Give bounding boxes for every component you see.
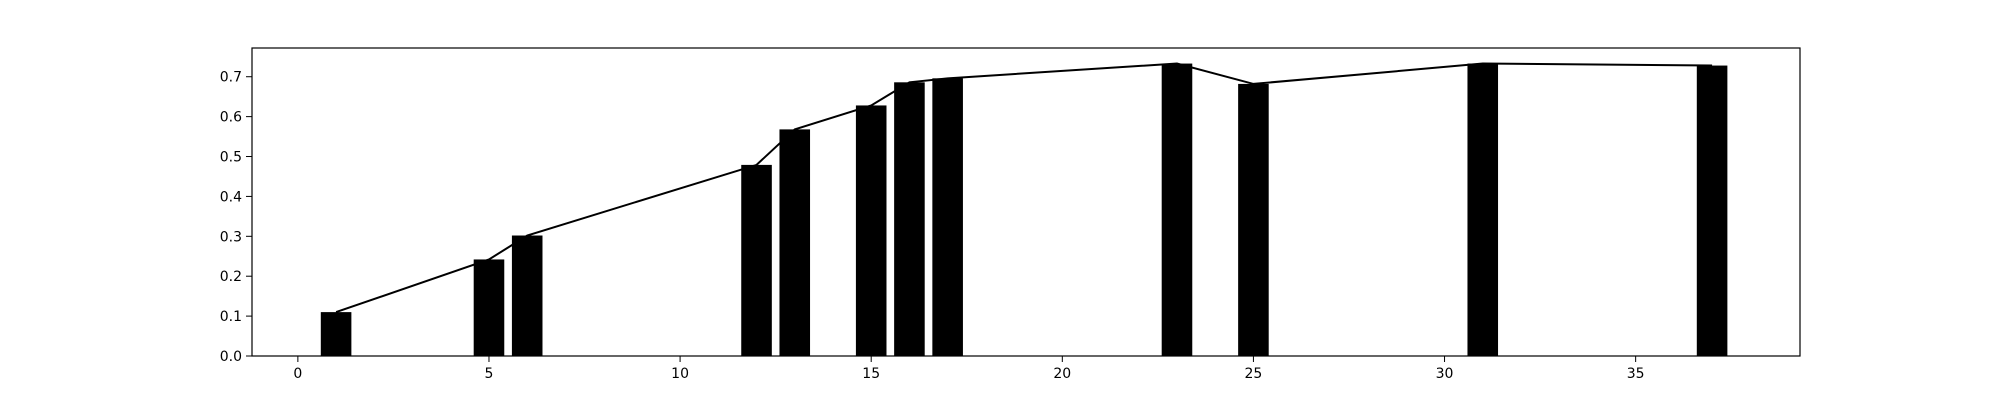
bar-0 xyxy=(320,312,352,356)
y-tick-label-3: 0.3 xyxy=(220,229,242,245)
x-tick-label-1: 5 xyxy=(485,366,494,382)
line-layer xyxy=(335,62,1713,314)
y-tick-label-2: 0.2 xyxy=(220,269,242,285)
bar-6 xyxy=(894,82,925,356)
bar-5 xyxy=(855,105,887,356)
y-tick-label-4: 0.4 xyxy=(220,189,242,205)
x-tick-label-0: 0 xyxy=(293,366,302,382)
bars-layer xyxy=(320,63,1728,357)
series-line xyxy=(335,62,1713,314)
bar-1 xyxy=(473,259,505,356)
x-tick-label-3: 15 xyxy=(862,366,880,382)
bar-9 xyxy=(1238,83,1269,356)
x-tick-label-4: 20 xyxy=(1053,366,1071,382)
bar-3 xyxy=(741,164,772,356)
axes-layer xyxy=(246,47,1801,362)
y-tick-label-5: 0.5 xyxy=(220,150,242,166)
y-tick-label-1: 0.1 xyxy=(220,309,242,325)
y-tick-label-7: 0.7 xyxy=(220,70,242,86)
bar-10 xyxy=(1467,63,1499,357)
bar-4 xyxy=(779,129,811,356)
plot-frame xyxy=(251,47,1801,357)
bar-2 xyxy=(511,235,543,356)
x-tick-label-7: 35 xyxy=(1627,366,1645,382)
y-tick-label-6: 0.6 xyxy=(220,110,242,126)
bar-8 xyxy=(1161,63,1193,357)
bar-7 xyxy=(932,78,963,357)
y-tick-label-0: 0.0 xyxy=(220,349,242,365)
x-tick-label-6: 30 xyxy=(1436,366,1454,382)
x-tick-label-5: 25 xyxy=(1245,366,1263,382)
labels-layer: 0 5 10 15 20 25 30 35 0.0 0.1 0.2 0.3 0.4 0.5 0.6 0.7 xyxy=(220,70,1645,382)
x-tick-label-2: 10 xyxy=(671,366,689,382)
bar-11 xyxy=(1696,65,1728,356)
